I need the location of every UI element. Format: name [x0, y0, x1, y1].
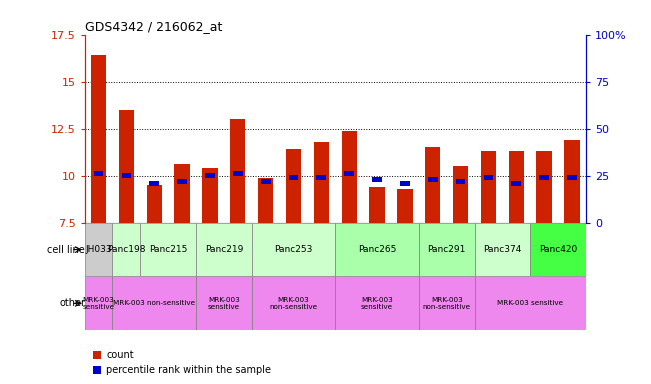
Bar [288, 175, 298, 180]
Bar [530, 223, 586, 276]
Bar [196, 223, 252, 276]
Bar [149, 181, 159, 185]
Bar [91, 55, 106, 223]
Bar [567, 175, 577, 180]
Bar [196, 276, 252, 330]
Text: GDS4342 / 216062_at: GDS4342 / 216062_at [85, 20, 222, 33]
Bar [397, 189, 413, 223]
Text: Panc265: Panc265 [358, 245, 396, 254]
Text: Panc253: Panc253 [274, 245, 312, 254]
Bar [113, 223, 141, 276]
Bar [141, 223, 196, 276]
Legend: count, percentile rank within the sample: count, percentile rank within the sample [89, 346, 275, 379]
Bar [177, 179, 187, 184]
Text: Panc198: Panc198 [107, 245, 146, 254]
Bar [456, 179, 465, 184]
Bar [94, 171, 104, 176]
Bar [286, 149, 301, 223]
Text: cell line: cell line [48, 245, 85, 255]
Bar [335, 223, 419, 276]
Bar [258, 177, 273, 223]
Bar [512, 181, 521, 185]
Bar [372, 177, 382, 182]
Text: MRK-003
sensitive: MRK-003 sensitive [83, 297, 115, 310]
Bar [174, 164, 189, 223]
Bar [419, 276, 475, 330]
Bar [508, 151, 524, 223]
Bar [428, 177, 437, 182]
Bar [335, 276, 419, 330]
Bar [314, 142, 329, 223]
Text: JH033: JH033 [85, 245, 112, 254]
Text: MRK-003
sensitive: MRK-003 sensitive [361, 297, 393, 310]
Bar [344, 171, 354, 176]
Bar [539, 175, 549, 180]
Bar [316, 175, 326, 180]
Bar [118, 110, 134, 223]
Bar [536, 151, 552, 223]
Bar [475, 276, 586, 330]
Bar [113, 276, 196, 330]
Text: Panc215: Panc215 [149, 245, 187, 254]
Bar [342, 131, 357, 223]
Text: Panc291: Panc291 [428, 245, 466, 254]
Text: other: other [59, 298, 85, 308]
Bar [233, 171, 243, 176]
Text: Panc219: Panc219 [204, 245, 243, 254]
Text: MRK-003
non-sensitive: MRK-003 non-sensitive [270, 297, 318, 310]
Text: MRK-003
non-sensitive: MRK-003 non-sensitive [422, 297, 471, 310]
Bar [484, 175, 493, 180]
Bar [252, 276, 335, 330]
Bar [85, 276, 113, 330]
Bar [453, 166, 468, 223]
Text: Panc420: Panc420 [539, 245, 577, 254]
Bar [202, 168, 217, 223]
Text: MRK-003 sensitive: MRK-003 sensitive [497, 300, 563, 306]
Bar [261, 179, 271, 184]
Bar [425, 147, 440, 223]
Bar [146, 185, 162, 223]
Bar [122, 173, 132, 178]
Bar [252, 223, 335, 276]
Bar [475, 223, 530, 276]
Bar [369, 187, 385, 223]
Bar [419, 223, 475, 276]
Bar [481, 151, 496, 223]
Text: MRK-003 non-sensitive: MRK-003 non-sensitive [113, 300, 195, 306]
Text: Panc374: Panc374 [483, 245, 521, 254]
Bar [205, 173, 215, 178]
Bar [85, 223, 113, 276]
Bar [400, 181, 409, 185]
Text: MRK-003
sensitive: MRK-003 sensitive [208, 297, 240, 310]
Bar [564, 140, 579, 223]
Bar [230, 119, 245, 223]
